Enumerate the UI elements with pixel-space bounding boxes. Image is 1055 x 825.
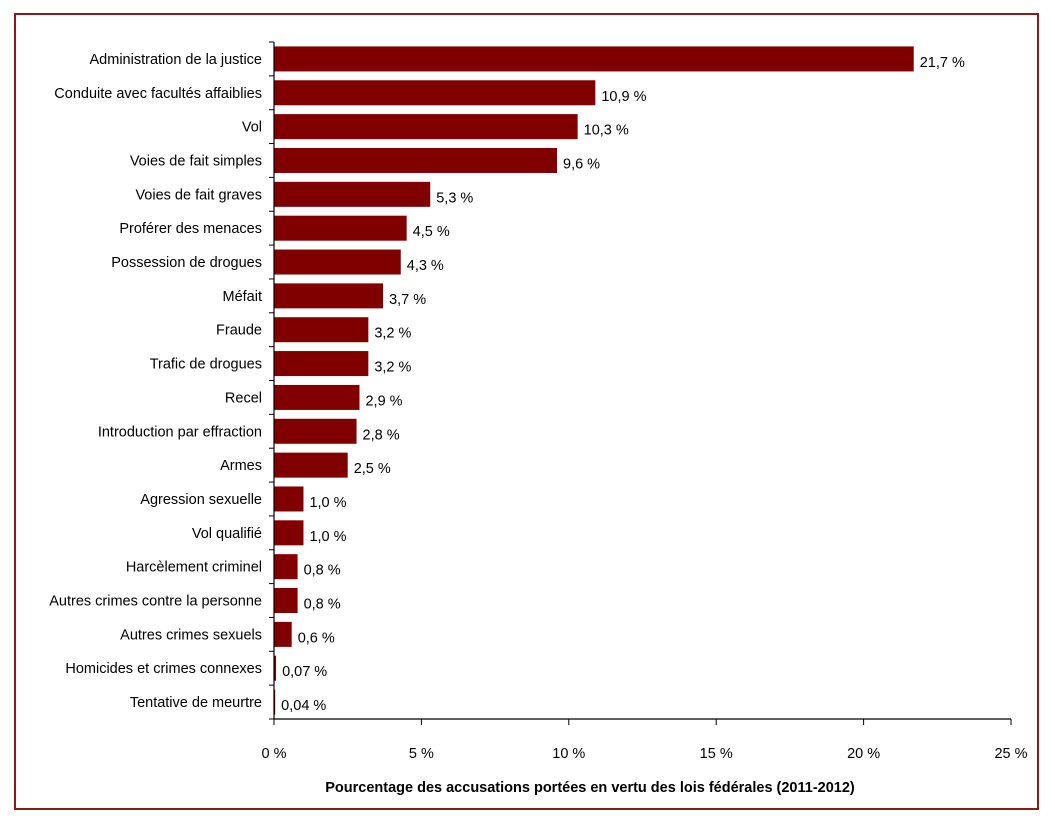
value-label: 10,3 %: [584, 123, 629, 139]
bar: [274, 588, 298, 614]
value-label: 0,8 %: [304, 597, 341, 613]
category-label: Recel: [225, 390, 262, 406]
category-label: Voies de fait simples: [130, 153, 262, 169]
value-label: 10,9 %: [601, 89, 646, 105]
bar: [274, 554, 298, 580]
category-labels: Administration de la justice Conduite ave…: [49, 52, 262, 711]
value-labels: 21,7 % 10,9 % 10,3 % 9,6 % 5,3 % 4,5 % 4,3 % 3,…: [281, 55, 965, 714]
bar: [274, 80, 596, 106]
category-label: Voies de fait graves: [135, 187, 262, 203]
category-label: Autres crimes contre la personne: [49, 594, 262, 610]
value-label: 4,5 %: [413, 224, 450, 240]
x-axis-title: Pourcentage des accusations portées en v…: [325, 780, 855, 796]
x-tick-label: 5 %: [409, 746, 434, 762]
value-label: 3,7 %: [389, 292, 426, 308]
value-label: 9,6 %: [563, 156, 600, 172]
value-label: 2,8 %: [363, 427, 400, 443]
x-tick-label: 0 %: [262, 746, 287, 762]
bar: [274, 181, 431, 207]
category-label: Introduction par effraction: [98, 424, 262, 440]
x-tick-label: 25 %: [994, 746, 1027, 762]
bar: [274, 215, 407, 241]
x-tick-label: 15 %: [700, 746, 733, 762]
bar: [274, 351, 369, 377]
bars-group: [274, 46, 914, 715]
bar: [274, 452, 348, 478]
value-label: 4,3 %: [407, 258, 444, 274]
value-label: 0,07 %: [282, 664, 327, 680]
x-tick-label: 20 %: [847, 746, 880, 762]
category-label: Agression sexuelle: [140, 492, 262, 508]
bar: [274, 655, 277, 681]
bar: [274, 147, 558, 173]
category-label: Armes: [220, 458, 262, 474]
category-label: Harcèlement criminel: [126, 560, 262, 576]
bar: [274, 249, 401, 275]
value-label: 2,9 %: [365, 393, 402, 409]
value-label: 3,2 %: [374, 326, 411, 342]
category-label: Homicides et crimes connexes: [65, 661, 262, 677]
bar: [274, 283, 384, 309]
category-label: Trafic de drogues: [150, 357, 262, 373]
value-label: 0,6 %: [298, 630, 335, 646]
category-label: Vol: [242, 120, 262, 136]
category-label: Possession de drogues: [111, 255, 262, 271]
category-label: Proférer des menaces: [119, 221, 262, 237]
value-label: 3,2 %: [374, 360, 411, 376]
bar: [274, 46, 914, 72]
bar: [274, 520, 304, 546]
chart-frame: [14, 13, 1039, 810]
category-label: Autres crimes sexuels: [120, 627, 262, 643]
bar: [274, 621, 292, 647]
value-label: 21,7 %: [920, 55, 965, 71]
value-label: 0,8 %: [304, 563, 341, 579]
x-tick-label: 10 %: [552, 746, 585, 762]
category-label: Tentative de meurtre: [130, 695, 262, 711]
bar: [274, 486, 304, 512]
category-label: Conduite avec facultés affaiblies: [54, 86, 262, 102]
category-label: Vol qualifié: [192, 526, 262, 542]
value-label: 1,0 %: [309, 529, 346, 545]
value-label: 0,04 %: [281, 698, 326, 714]
value-label: 5,3 %: [436, 190, 473, 206]
bar: [274, 418, 357, 444]
value-label: 2,5 %: [354, 461, 391, 477]
category-label: Administration de la justice: [90, 52, 262, 68]
category-label: Fraude: [216, 323, 262, 339]
bar: [274, 317, 369, 343]
category-label: Méfait: [223, 289, 263, 305]
bar: [274, 384, 360, 410]
axes-group: 0 % 5 % 10 % 15 % 20 % 25 %: [262, 41, 1028, 762]
value-label: 1,0 %: [309, 495, 346, 511]
bar: [274, 114, 578, 140]
